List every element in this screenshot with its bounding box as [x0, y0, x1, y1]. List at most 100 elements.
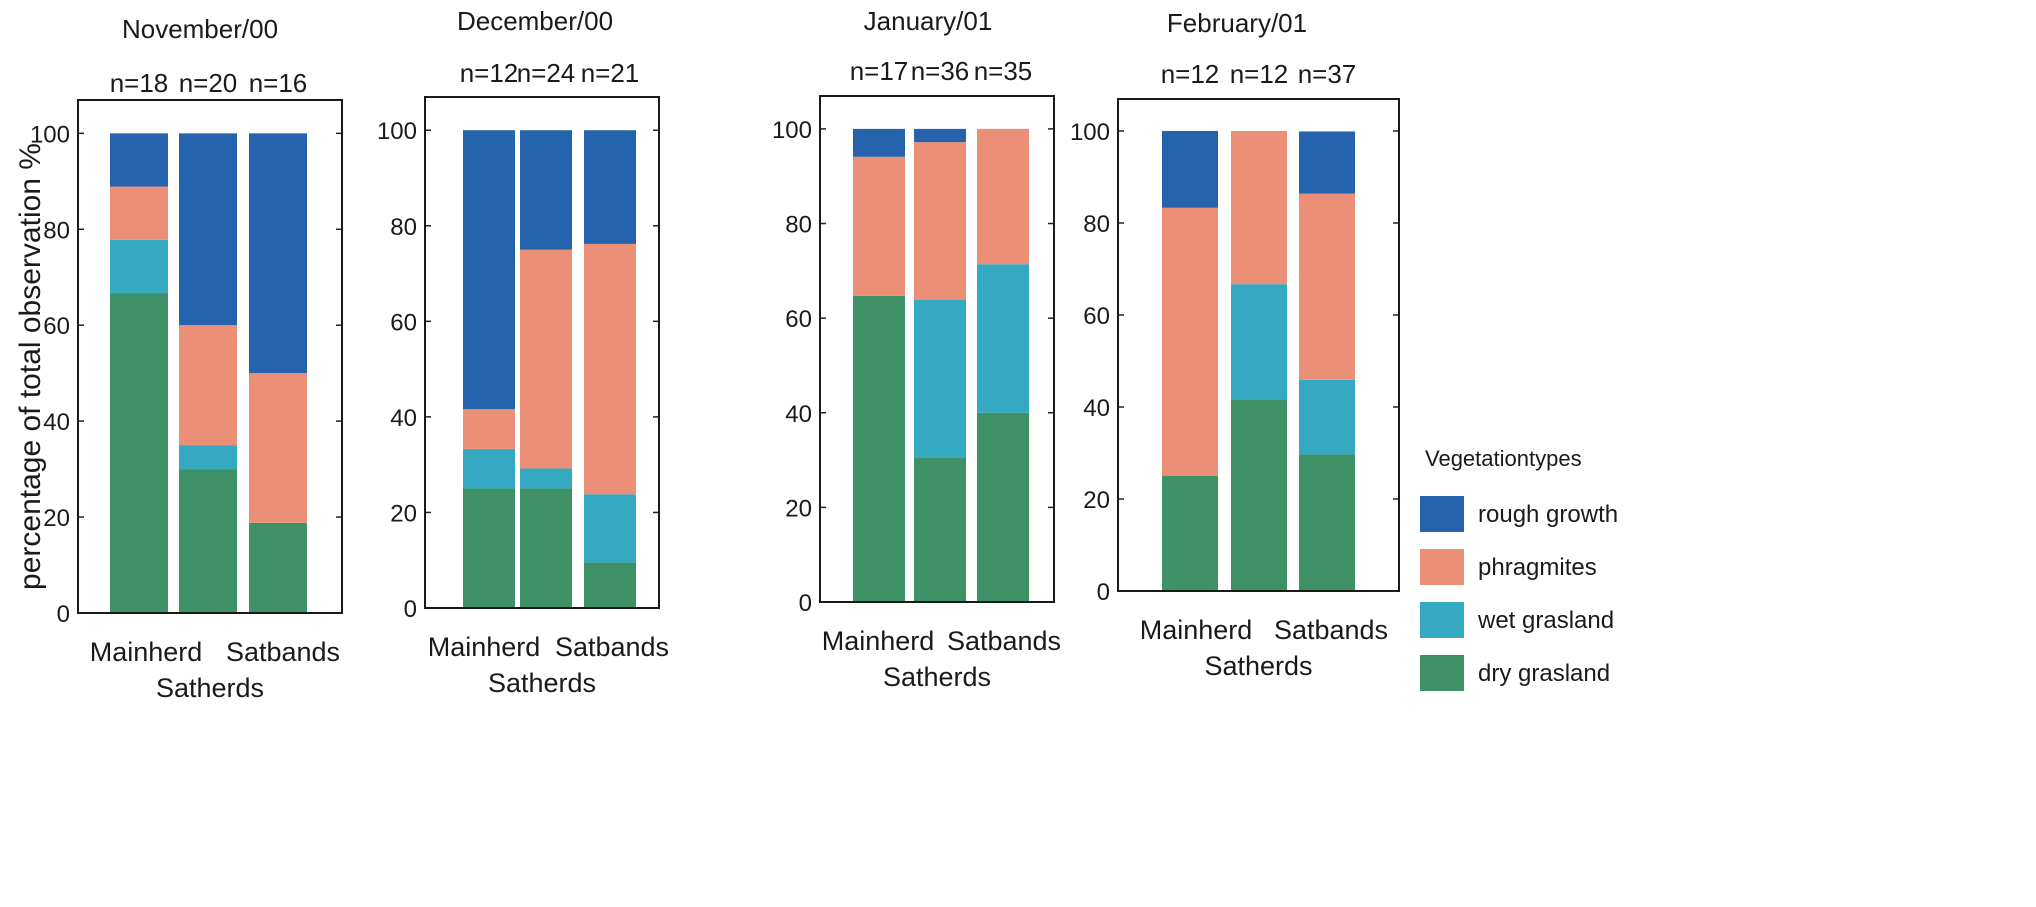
y-tick-label: 80	[1083, 211, 1110, 238]
y-tick-label: 80	[390, 214, 417, 241]
plot-frame	[819, 95, 1055, 603]
y-axis-label: percentage of total observation %	[14, 143, 47, 590]
legend-title: Vegetationtypes	[1425, 446, 1582, 471]
bar-segment-dry-grasland	[853, 295, 905, 602]
legend-swatch	[1420, 602, 1464, 638]
chart-panel-4: February/01 n=12 n=12 n=37 0 20 40 60 80 100 Mainh…	[1070, 8, 1400, 681]
legend-swatch	[1420, 496, 1464, 532]
bar-segment-dry-grasland	[914, 457, 966, 602]
bar-segment-dry-grasland	[179, 469, 237, 613]
y-tick-label: 20	[43, 505, 70, 532]
bar-segment-phragmites	[853, 156, 905, 296]
bar-segment-phragmites	[1162, 207, 1218, 476]
y-tick-label: 40	[1083, 395, 1110, 422]
y-tick-label: 0	[404, 596, 417, 623]
bar-segment-phragmites	[520, 249, 572, 469]
bar-segment-rough-growth	[1162, 130, 1218, 208]
chart-panel-2: December/00 n=12n=24 n=21 0 20 40 60 80 100 Mainh…	[377, 6, 669, 698]
bar-segment-wet-grasland	[584, 494, 636, 563]
bar-segment-dry-grasland	[520, 488, 572, 608]
bar-segment-phragmites	[1299, 193, 1355, 380]
bar-segment-wet-grasland	[1231, 284, 1287, 400]
legend-item-wet-grasland: wet grasland	[1420, 602, 1614, 638]
x-category-label: Mainherd	[90, 637, 203, 667]
bar-segment-wet-grasland	[110, 239, 168, 294]
x-axis-label: Satherds	[488, 668, 596, 698]
legend-item-rough-growth: rough growth	[1420, 496, 1618, 532]
bar-segment-wet-grasland	[977, 264, 1029, 413]
y-tick-label: 100	[772, 117, 812, 144]
bar-segment-phragmites	[110, 186, 168, 240]
legend-swatch	[1420, 655, 1464, 691]
bar-segment-dry-grasland	[249, 522, 307, 613]
x-category-label: Satbands	[1274, 615, 1388, 645]
y-tick-label: 100	[30, 121, 70, 148]
bar-segment-phragmites	[977, 128, 1029, 265]
chart-panel-3: January/01 n=17 n=36 n=35 0 20 40 60 80 100 Mainhe…	[772, 6, 1061, 692]
x-category-label: Mainherd	[1140, 615, 1253, 645]
legend-label: rough growth	[1478, 501, 1618, 528]
bar-segment-dry-grasland	[110, 293, 168, 613]
bar-segment-wet-grasland	[914, 299, 966, 458]
y-tick-label: 40	[785, 401, 812, 428]
legend: Vegetationtypes rough growth phragmites wet…	[1420, 446, 1618, 691]
bar-segment-phragmites	[249, 373, 307, 523]
y-tick-label: 40	[390, 405, 417, 432]
n-label: n=12	[1161, 59, 1220, 89]
x-axis-label: Satherds	[883, 662, 991, 692]
bar-segment-dry-grasland	[1299, 454, 1355, 591]
y-tick-label: 40	[43, 409, 70, 436]
bar-segment-rough-growth	[249, 133, 307, 374]
n-label: n=36	[911, 56, 970, 86]
x-category-label: Mainherd	[428, 632, 541, 662]
x-axis-label: Satherds	[1204, 651, 1312, 681]
bar-segment-rough-growth	[463, 130, 515, 410]
x-category-label: Satbands	[555, 632, 669, 662]
bar-segment-rough-growth	[914, 128, 966, 143]
panel-title: January/01	[864, 6, 993, 36]
y-tick-label: 0	[799, 590, 812, 617]
n-label: n=35	[974, 56, 1033, 86]
x-category-label: Mainherd	[822, 626, 935, 656]
n-label: n=17	[850, 56, 909, 86]
panel-title: December/00	[457, 6, 613, 36]
y-tick-label: 0	[57, 601, 70, 628]
legend-label: phragmites	[1478, 554, 1597, 581]
bar-segment-wet-grasland	[179, 445, 237, 470]
bar-segment-rough-growth	[179, 133, 237, 326]
bar-segment-dry-grasland	[1231, 399, 1287, 591]
chart-panel-1: November/00 n=18 n=20 n=16 0 20 40 60 80 100 Mainh…	[14, 14, 343, 703]
legend-label: dry grasland	[1478, 660, 1610, 687]
n-label: n=37	[1298, 59, 1357, 89]
bar-segment-rough-growth	[520, 130, 572, 250]
legend-item-dry-grasland: dry grasland	[1420, 655, 1610, 691]
bar-segment-rough-growth	[1299, 131, 1355, 194]
bar-segment-wet-grasland	[520, 468, 572, 489]
bar-segment-dry-grasland	[1162, 475, 1218, 591]
y-tick-label: 100	[1070, 119, 1110, 146]
n-label: n=24	[517, 58, 576, 88]
y-tick-label: 80	[43, 217, 70, 244]
legend-item-phragmites: phragmites	[1420, 549, 1597, 585]
n-label: n=16	[249, 68, 308, 98]
bar-segment-dry-grasland	[463, 488, 515, 608]
bar-segment-phragmites	[584, 243, 636, 495]
n-label: n=12	[1230, 59, 1289, 89]
y-tick-label: 20	[390, 500, 417, 527]
y-tick-label: 60	[1083, 303, 1110, 330]
x-axis-label: Satherds	[156, 673, 264, 703]
legend-label: wet grasland	[1477, 607, 1614, 634]
chart-panels: November/00 n=18 n=20 n=16 0 20 40 60 80 100 Mainh…	[14, 6, 1400, 703]
panel-title: February/01	[1167, 8, 1307, 38]
legend-swatch	[1420, 549, 1464, 585]
y-tick-label: 100	[377, 118, 417, 145]
bar-segment-rough-growth	[584, 130, 636, 244]
panel-title: November/00	[122, 14, 278, 44]
y-tick-label: 20	[785, 495, 812, 522]
bar-segment-phragmites	[463, 409, 515, 449]
x-category-label: Satbands	[226, 637, 340, 667]
x-category-label: Satbands	[947, 626, 1061, 656]
bar-segment-phragmites	[1231, 130, 1287, 285]
n-label: n=20	[179, 68, 238, 98]
n-label: n=18	[110, 68, 169, 98]
